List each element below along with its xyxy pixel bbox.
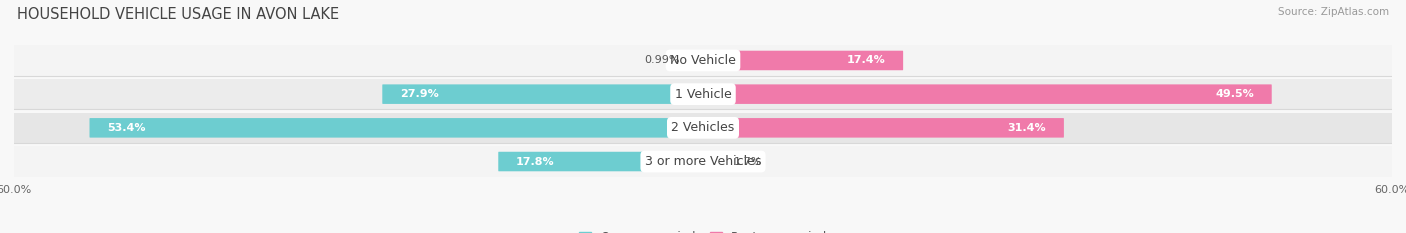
Legend: Owner-occupied, Renter-occupied: Owner-occupied, Renter-occupied [574,226,832,233]
FancyBboxPatch shape [498,152,703,171]
FancyBboxPatch shape [703,118,1064,138]
FancyBboxPatch shape [14,45,1392,76]
Text: 0.99%: 0.99% [644,55,681,65]
Text: 17.8%: 17.8% [516,157,554,167]
Text: 2 Vehicles: 2 Vehicles [672,121,734,134]
Text: Source: ZipAtlas.com: Source: ZipAtlas.com [1278,7,1389,17]
FancyBboxPatch shape [14,146,1392,177]
FancyBboxPatch shape [90,118,703,138]
FancyBboxPatch shape [703,84,1271,104]
Text: 27.9%: 27.9% [399,89,439,99]
FancyBboxPatch shape [14,79,1392,109]
Text: 17.4%: 17.4% [846,55,886,65]
Text: No Vehicle: No Vehicle [671,54,735,67]
Text: 31.4%: 31.4% [1008,123,1046,133]
Text: 49.5%: 49.5% [1215,89,1254,99]
Text: 3 or more Vehicles: 3 or more Vehicles [645,155,761,168]
FancyBboxPatch shape [703,51,903,70]
FancyBboxPatch shape [703,152,723,171]
Text: 1.7%: 1.7% [734,157,762,167]
FancyBboxPatch shape [382,84,703,104]
Text: HOUSEHOLD VEHICLE USAGE IN AVON LAKE: HOUSEHOLD VEHICLE USAGE IN AVON LAKE [17,7,339,22]
FancyBboxPatch shape [692,51,703,70]
FancyBboxPatch shape [14,113,1392,143]
Text: 53.4%: 53.4% [107,123,146,133]
Text: 1 Vehicle: 1 Vehicle [675,88,731,101]
